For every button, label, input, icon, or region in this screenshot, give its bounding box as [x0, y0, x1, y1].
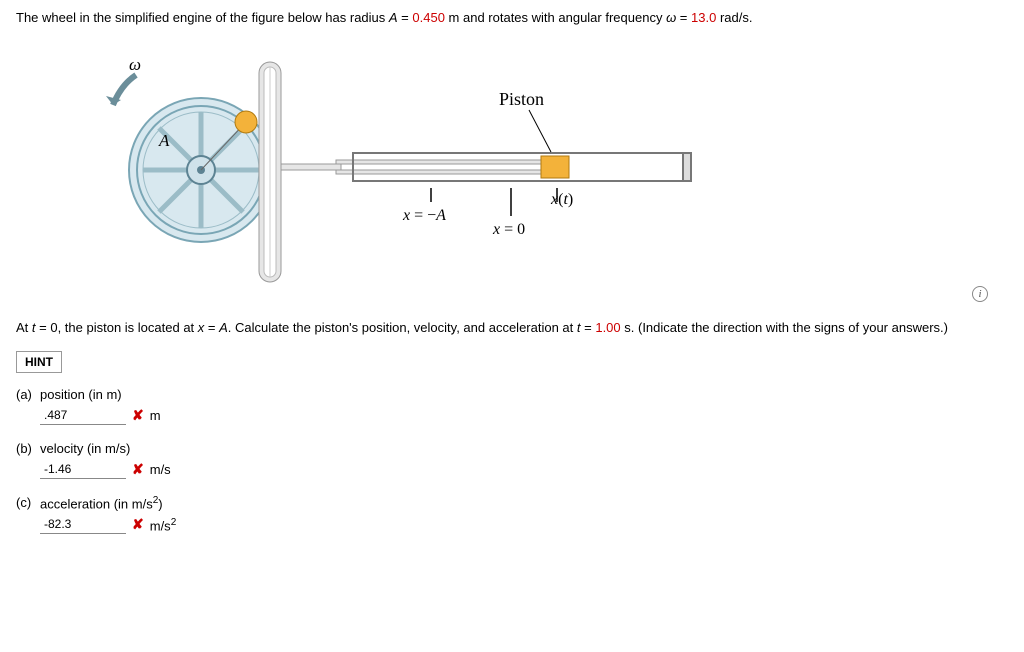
wrong-icon: ✘	[132, 461, 144, 478]
part-letter: (a)	[16, 387, 40, 402]
part-label: acceleration (in m/s2)	[40, 495, 1008, 511]
label-zero: x = 0	[492, 221, 525, 238]
text: m and rotates with angular frequency	[445, 10, 666, 25]
answer-input-a[interactable]	[40, 406, 126, 425]
part-a: (a) position (in m) ✘ m	[16, 387, 1008, 425]
part-label: position (in m)	[40, 387, 1008, 402]
text: acceleration (in m/s	[40, 496, 153, 511]
value-t: 1.00	[595, 320, 620, 335]
guide-slot	[259, 62, 281, 282]
var-A: A	[219, 320, 228, 335]
problem-statement: The wheel in the simplified engine of th…	[16, 8, 1008, 28]
text: )	[158, 496, 162, 511]
answer-parts: (a) position (in m) ✘ m (b) velocity (in…	[16, 387, 1008, 534]
wrong-icon: ✘	[132, 407, 144, 424]
text: At	[16, 320, 32, 335]
part-letter: (c)	[16, 495, 40, 510]
figure: ω A	[51, 40, 1008, 310]
label-omega: ω	[129, 55, 141, 74]
unit: m/s2	[150, 517, 177, 533]
engine-diagram: ω A	[51, 40, 731, 300]
instruction: At t = 0, the piston is located at x = A…	[16, 318, 1008, 338]
crank-pin	[235, 111, 257, 133]
wrong-icon: ✘	[132, 516, 144, 533]
text: =	[204, 320, 219, 335]
label-piston: Piston	[499, 89, 544, 109]
part-label: velocity (in m/s)	[40, 441, 1008, 456]
text: rad/s.	[716, 10, 752, 25]
info-icon[interactable]: i	[972, 286, 988, 302]
unit: m	[150, 408, 161, 423]
text: m/s	[150, 518, 171, 533]
part-b: (b) velocity (in m/s) ✘ m/s	[16, 441, 1008, 479]
text: = 0, the piston is located at	[36, 320, 198, 335]
answer-input-b[interactable]	[40, 460, 126, 479]
text: =	[581, 320, 596, 335]
hint-button[interactable]: HINT	[16, 351, 62, 373]
value-omega: 13.0	[691, 10, 716, 25]
part-letter: (b)	[16, 441, 40, 456]
text: . Calculate the piston's position, veloc…	[228, 320, 577, 335]
piston-block	[541, 156, 569, 178]
axis-ticks	[431, 188, 557, 216]
text: =	[398, 10, 413, 25]
answer-input-c[interactable]	[40, 515, 126, 534]
cylinder	[353, 153, 691, 181]
text: s. (Indicate the direction with the sign…	[621, 320, 948, 335]
connecting-rod	[281, 160, 566, 174]
label-xt: x(t)	[550, 191, 573, 208]
value-A: 0.450	[412, 10, 445, 25]
var-omega: ω	[666, 10, 676, 25]
part-c: (c) acceleration (in m/s2) ✘ m/s2	[16, 495, 1008, 534]
var-A: A	[389, 10, 398, 25]
text: The wheel in the simplified engine of th…	[16, 10, 389, 25]
sup: 2	[171, 517, 177, 528]
text: =	[676, 10, 691, 25]
label-A: A	[158, 131, 170, 150]
label-neg-A: x = −A	[402, 207, 446, 224]
unit: m/s	[150, 462, 171, 477]
piston-pointer	[529, 110, 551, 152]
